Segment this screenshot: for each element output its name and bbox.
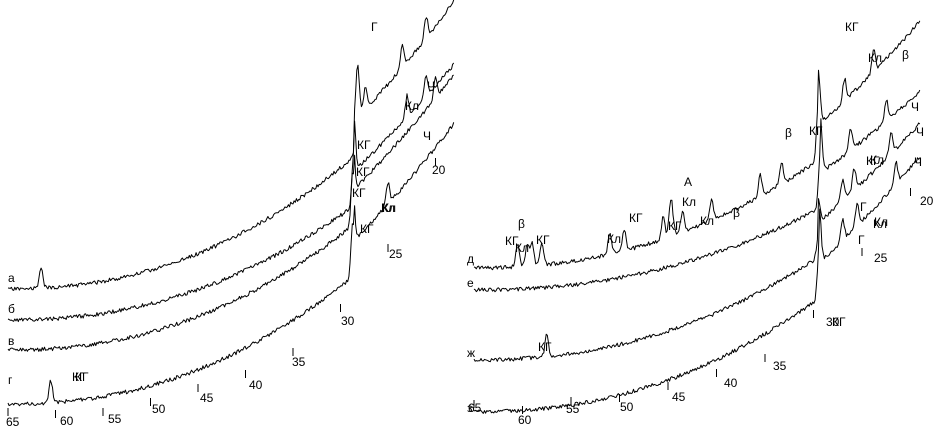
peak-label: КГ xyxy=(72,370,86,384)
peak-label: Г xyxy=(371,20,378,34)
series-label: в xyxy=(8,334,14,348)
peak-label: А xyxy=(684,175,692,189)
tick-label: 65 xyxy=(468,401,482,415)
xrd-trace xyxy=(473,89,921,293)
peak-label: КГ xyxy=(845,20,859,34)
series-label: б xyxy=(8,302,15,316)
series-label: а xyxy=(8,271,15,285)
series-label: г xyxy=(8,373,13,387)
peak-label: Кл xyxy=(405,99,419,113)
series-label: ж xyxy=(467,346,475,360)
tick-label: 50 xyxy=(152,402,166,416)
peak-label: Ч xyxy=(911,100,919,114)
tick-label: 40 xyxy=(724,376,738,390)
peak-label: КГ xyxy=(75,370,89,384)
peak-label: КГ xyxy=(832,315,846,329)
series-label: д xyxy=(467,252,474,266)
peak-label: β xyxy=(733,206,740,220)
peak-label: КГ xyxy=(360,222,374,236)
tick-label: 55 xyxy=(108,412,122,426)
tick-label: 40 xyxy=(249,378,263,392)
tick-label: 45 xyxy=(672,390,686,404)
tick-label: 60 xyxy=(518,413,532,427)
peak-label: КГ xyxy=(357,138,371,152)
tick-label: 30 xyxy=(826,315,840,329)
tick-label: 20 xyxy=(920,194,934,208)
peak-label: Кл xyxy=(382,201,396,215)
tick-label: 30 xyxy=(341,314,355,328)
peak-label: Кл xyxy=(607,232,621,246)
tick-label: 20 xyxy=(432,163,446,177)
xrd-trace xyxy=(7,122,455,407)
xrd-trace xyxy=(473,122,921,363)
tick-label: 25 xyxy=(874,251,888,265)
series-label: е xyxy=(467,276,474,290)
peak-label: КГ xyxy=(866,154,880,168)
peak-label: Кл xyxy=(874,215,888,229)
peak-label: β xyxy=(902,48,909,62)
xrd-trace xyxy=(7,0,455,291)
tick-label: 60 xyxy=(60,414,74,428)
peak-label: КГ xyxy=(352,186,366,200)
xrd-trace xyxy=(7,74,454,352)
peak-label: Ч xyxy=(427,79,435,93)
peak-label: КГ xyxy=(536,233,550,247)
peak-label: Кл xyxy=(870,153,884,167)
series-label: з xyxy=(467,401,473,415)
peak-label: Г xyxy=(858,233,865,247)
peak-label: Кл xyxy=(515,241,529,255)
tick-label: 35 xyxy=(292,355,306,369)
peak-label: Ч xyxy=(914,155,922,169)
peak-label: Кл xyxy=(682,195,696,209)
tick-label: 50 xyxy=(620,400,634,414)
peak-label: β xyxy=(518,217,525,231)
left-panel: 65 60 55 50 45 40 35 30 25 20 а КГ КГ Г Кл Чб КГ Кл Чв КГ г К… xyxy=(6,0,455,429)
peak-label: КГ xyxy=(505,234,519,248)
peak-label: Кл xyxy=(868,51,882,65)
peak-label: КГ xyxy=(809,124,823,138)
tick-label: 35 xyxy=(773,359,787,373)
peak-label: Ч xyxy=(423,129,431,143)
peak-label: β xyxy=(785,126,792,140)
xrd-trace xyxy=(473,157,921,414)
peak-label: КГ xyxy=(356,165,370,179)
peak-label: КГ xyxy=(629,211,643,225)
tick-label: 25 xyxy=(389,247,403,261)
tick-label: 45 xyxy=(200,391,214,405)
xrd-trace xyxy=(7,62,455,323)
peak-label: Г xyxy=(860,200,867,214)
peak-label: Ч xyxy=(916,125,924,139)
peak-label: Кл xyxy=(700,214,714,228)
tick-label: 65 xyxy=(6,415,20,429)
xrd-trace xyxy=(473,20,921,271)
peak-label: КГ xyxy=(668,219,682,233)
peak-label: Кл xyxy=(873,217,887,231)
peak-label: КГ xyxy=(538,340,552,354)
